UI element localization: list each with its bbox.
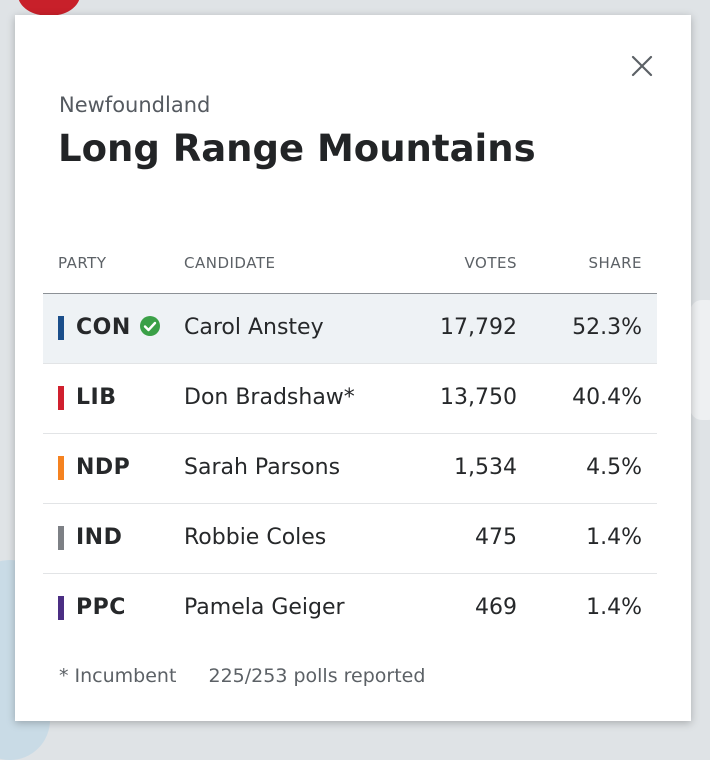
table-row: NDP Sarah Parsons 1,534 4.5% [43,434,657,504]
party-name: LIB [76,385,117,410]
table-row: CON Carol Anstey 17,792 52.3% [43,294,657,364]
party-name: IND [76,525,123,550]
candidate-name: Pamela Geiger [184,595,345,620]
party-color-bar [58,456,64,480]
vote-count: 17,792 [440,315,517,340]
table-header: PARTY CANDIDATE VOTES SHARE [43,245,657,294]
results-table: PARTY CANDIDATE VOTES SHARE CON Carol An… [43,245,657,643]
check-circle-icon [140,316,160,336]
vote-count: 469 [475,595,517,620]
header-candidate: CANDIDATE [184,254,276,272]
party-name: PPC [76,595,126,620]
party-color-bar [58,386,64,410]
riding-title: Long Range Mountains [58,127,536,170]
party-name: NDP [76,455,131,480]
candidate-name: Robbie Coles [184,525,327,550]
vote-count: 475 [475,525,517,550]
vote-share: 1.4% [586,595,642,620]
header-share: SHARE [588,254,642,272]
vote-share: 40.4% [572,385,642,410]
polls-reported: 225/253 polls reported [208,665,426,687]
province-label: Newfoundland [59,93,211,117]
table-row: PPC Pamela Geiger 469 1.4% [43,574,657,643]
incumbent-note: * Incumbent [59,665,177,687]
header-votes: VOTES [464,254,517,272]
vote-share: 52.3% [572,315,642,340]
candidate-name: Sarah Parsons [184,455,341,480]
table-row: IND Robbie Coles 475 1.4% [43,504,657,574]
vote-count: 1,534 [454,455,517,480]
party-color-bar [58,526,64,550]
party-name: CON [76,315,131,340]
party-color-bar [58,316,64,340]
header-party: PARTY [58,254,107,272]
party-color-bar [58,596,64,620]
vote-count: 13,750 [440,385,517,410]
results-footer: * Incumbent 225/253 polls reported [59,665,425,687]
riding-results-popup: Newfoundland Long Range Mountains PARTY … [15,15,691,721]
vote-share: 4.5% [586,455,642,480]
map-region [690,300,710,420]
candidate-name: Don Bradshaw* [184,385,355,410]
table-row: LIB Don Bradshaw* 13,750 40.4% [43,364,657,434]
vote-share: 1.4% [586,525,642,550]
close-icon [631,55,653,77]
map-region [18,0,80,16]
close-button[interactable] [627,51,657,81]
candidate-name: Carol Anstey [184,315,324,340]
